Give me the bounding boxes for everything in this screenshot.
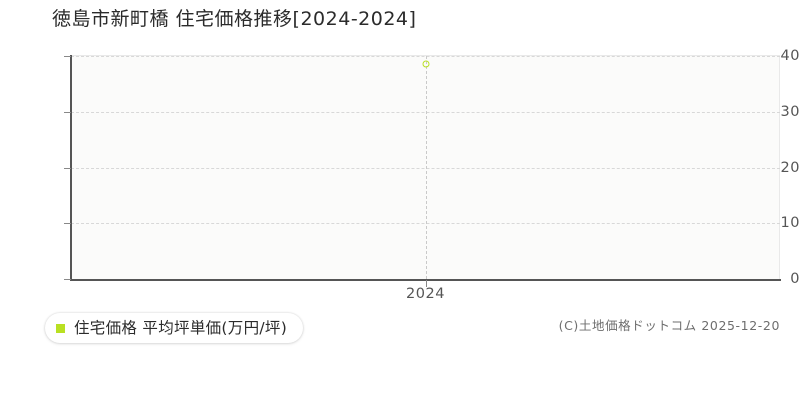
page-title: 徳島市新町橋 住宅価格推移[2024-2024] [52,7,416,31]
y-tick-label: 10 [780,215,800,232]
gridline-vertical [425,56,427,279]
data-point-marker[interactable] [422,60,429,68]
page-title-range: [2024-2024] [292,8,417,30]
credit-text: (C)土地価格ドットコム 2025-12-20 [558,318,780,333]
y-tick-label: 30 [780,103,800,120]
y-tick-mark [64,223,71,225]
y-tick-mark [64,167,71,169]
legend-swatch-icon [56,323,65,333]
y-tick-mark [64,111,71,113]
y-tick-label: 40 [780,48,800,64]
x-tick-mark [425,280,427,287]
y-tick-label: 0 [790,271,800,287]
x-tick-label: 2024 [406,286,445,302]
x-axis-line [70,279,781,281]
y-tick-mark [64,56,71,57]
y-tick-mark [64,279,71,280]
chart-legend[interactable]: 住宅価格 平均坪単価(万円/坪) [45,313,304,343]
plot-top-border [71,55,780,56]
legend-item-label: 住宅価格 平均坪単価(万円/坪) [74,319,288,337]
y-tick-label: 20 [780,159,800,176]
page-title-main: 徳島市新町橋 住宅価格推移 [52,8,293,30]
